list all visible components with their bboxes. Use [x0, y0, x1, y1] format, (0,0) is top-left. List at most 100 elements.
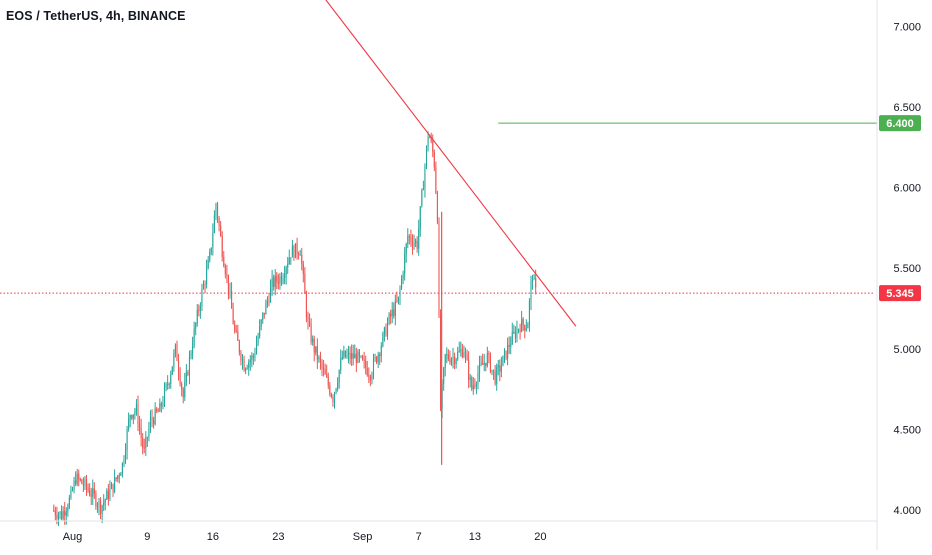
- candle-body: [260, 319, 262, 326]
- chart-title: EOS / TetherUS, 4h, BINANCE: [6, 9, 186, 23]
- candle-body: [386, 323, 389, 336]
- candle-body: [496, 367, 498, 384]
- candle-body: [190, 353, 192, 357]
- candle-body: [469, 377, 471, 380]
- candle-body: [307, 317, 309, 323]
- candle-body: [151, 417, 153, 421]
- candle-body: [374, 357, 376, 360]
- candle-body: [505, 350, 507, 359]
- candle-body: [294, 243, 297, 258]
- candle-body: [446, 354, 448, 356]
- candle-body: [407, 235, 409, 244]
- candle-body: [196, 309, 198, 324]
- candle-body: [235, 330, 237, 332]
- candle-body: [92, 488, 94, 497]
- candle-body: [62, 511, 64, 519]
- candle-body: [245, 368, 247, 371]
- candle-body: [284, 275, 286, 279]
- candle-body: [432, 141, 434, 152]
- candle-body: [198, 309, 200, 311]
- candle-body: [139, 424, 141, 429]
- candle-body: [185, 371, 187, 383]
- candle-body: [79, 478, 81, 480]
- candle-body: [157, 411, 159, 413]
- candle-body: [254, 353, 256, 358]
- candle-body: [270, 286, 272, 303]
- candle-body: [397, 296, 399, 302]
- candle-body: [332, 396, 334, 402]
- candle-body: [215, 204, 217, 216]
- candle-body: [326, 374, 328, 377]
- candle-body: [346, 354, 348, 358]
- candle-body: [316, 346, 318, 360]
- candle-body: [530, 281, 532, 301]
- x-tick-label: 9: [144, 531, 150, 543]
- candle-body: [273, 277, 275, 287]
- candle-body: [107, 490, 109, 499]
- candle-body: [519, 329, 521, 332]
- candle-body: [93, 488, 95, 494]
- candle-body: [135, 404, 137, 412]
- candle-body: [149, 417, 152, 429]
- candle-body: [290, 257, 292, 259]
- candle-body: [508, 344, 510, 347]
- candle-body: [120, 473, 122, 476]
- candle-body: [369, 376, 371, 381]
- candle-body: [482, 363, 484, 365]
- candle-body: [427, 137, 429, 147]
- candle-body: [327, 376, 329, 386]
- candle-body: [464, 352, 467, 354]
- candle-body: [514, 331, 516, 338]
- candle-body: [100, 500, 102, 514]
- candle-body: [181, 383, 183, 390]
- candle-body: [324, 369, 326, 375]
- candle-body: [532, 279, 534, 282]
- candle-body: [349, 352, 351, 359]
- candle-body: [163, 388, 166, 404]
- candle-body: [134, 411, 136, 415]
- candle-body: [103, 502, 105, 506]
- candle-body: [288, 257, 290, 264]
- candle-body: [142, 437, 144, 448]
- candle-body: [365, 360, 367, 369]
- candle-body: [422, 188, 424, 191]
- candle-body: [477, 373, 479, 384]
- candle-body: [344, 350, 346, 358]
- candle-body: [372, 359, 375, 375]
- candle-body: [274, 275, 276, 287]
- candle-body: [145, 437, 147, 448]
- candle-body: [299, 254, 301, 256]
- candle-body: [153, 420, 155, 425]
- candle-body: [85, 479, 88, 488]
- candle-body: [488, 352, 490, 355]
- candle-body: [435, 167, 437, 193]
- candle-body: [436, 192, 438, 222]
- candle-body: [411, 241, 414, 246]
- candle-body: [485, 362, 487, 366]
- candle-body: [73, 480, 75, 490]
- candle-body: [129, 415, 131, 419]
- candles-layer: [53, 131, 537, 527]
- candle-body: [502, 355, 504, 366]
- candle-body: [89, 490, 91, 496]
- candle-body: [321, 361, 323, 369]
- candle-body: [75, 480, 77, 484]
- candle-body: [410, 236, 412, 242]
- candle-body: [352, 353, 354, 359]
- candle-body: [516, 329, 518, 338]
- candle-body: [380, 346, 382, 357]
- candle-body: [491, 369, 493, 372]
- candle-body: [165, 383, 167, 389]
- candle-body: [338, 370, 340, 383]
- candle-body: [182, 389, 184, 398]
- last-price-badge: [879, 285, 921, 302]
- candle-body: [466, 353, 468, 361]
- candle-body: [176, 344, 178, 361]
- candle-body: [231, 290, 233, 309]
- candle-body: [474, 385, 476, 387]
- candle-body: [248, 362, 250, 368]
- candle-body: [251, 355, 253, 361]
